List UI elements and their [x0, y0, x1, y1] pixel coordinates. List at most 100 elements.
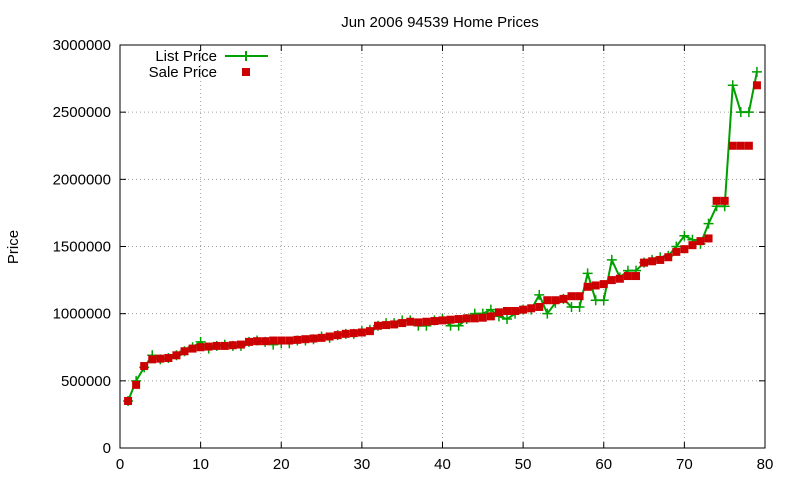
y-tick-label: 2000000: [53, 171, 111, 188]
data-point-sale-price: [559, 294, 568, 303]
data-point-list-price: [703, 218, 714, 229]
data-point-list-price: [502, 314, 512, 325]
data-point-sale-price: [422, 317, 431, 326]
data-point-sale-price: [720, 196, 729, 205]
data-point-sale-price: [228, 341, 237, 350]
legend-label-list-price: List Price: [155, 48, 217, 65]
data-point-sale-price: [567, 292, 576, 301]
data-series: [123, 66, 762, 406]
data-point-sale-price: [672, 247, 681, 256]
data-point-sale-price: [494, 308, 503, 317]
data-point-sale-price: [277, 336, 286, 345]
data-point-sale-price: [124, 396, 133, 405]
data-point-sale-price: [156, 354, 165, 363]
data-point-sale-price: [245, 337, 253, 346]
data-point-list-price: [574, 301, 585, 312]
data-point-list-price: [606, 254, 617, 265]
data-point-sale-price: [470, 314, 479, 323]
data-point-sale-price: [575, 292, 584, 301]
y-tick-label: 1500000: [53, 239, 111, 256]
data-point-list-price: [542, 308, 553, 319]
grid-lines: [120, 45, 765, 448]
data-point-list-price: [727, 80, 738, 91]
y-tick-label: 2500000: [53, 104, 111, 121]
legend-marker-sale-price: [242, 68, 250, 76]
data-point-sale-price: [164, 353, 173, 362]
data-point-sale-price: [728, 141, 737, 150]
data-point-sale-price: [349, 329, 358, 338]
chart-title: Jun 2006 94539 Home Prices: [341, 14, 539, 31]
data-point-sale-price: [196, 343, 205, 352]
axes: [119, 44, 766, 449]
x-tick-label: 40: [434, 456, 451, 473]
y-tick-label: 0: [103, 440, 111, 457]
data-point-sale-price: [462, 314, 471, 323]
data-point-sale-price: [656, 255, 665, 264]
data-point-sale-price: [648, 257, 657, 266]
data-point-sale-price: [309, 334, 318, 343]
data-point-sale-price: [486, 312, 495, 321]
data-point-sale-price: [253, 337, 262, 346]
x-tick-label: 0: [116, 456, 124, 473]
data-point-sale-price: [140, 362, 149, 371]
legend-marker-list-price: [241, 51, 251, 61]
data-point-sale-price: [365, 327, 374, 336]
data-point-sale-price: [438, 316, 447, 325]
data-point-list-price: [582, 268, 593, 279]
data-point-sale-price: [204, 342, 213, 351]
data-point-sale-price: [583, 282, 592, 291]
data-point-list-price: [751, 66, 762, 77]
data-point-sale-price: [688, 241, 697, 250]
data-point-sale-price: [293, 335, 302, 344]
data-point-sale-price: [398, 319, 407, 328]
data-point-sale-price: [744, 141, 753, 150]
data-point-sale-price: [664, 253, 673, 262]
data-point-sale-price: [357, 328, 366, 337]
data-point-sale-price: [220, 341, 229, 350]
data-point-sale-price: [317, 333, 326, 342]
data-point-list-price: [598, 295, 609, 306]
data-point-sale-price: [551, 296, 560, 305]
data-point-list-price: [743, 107, 754, 118]
data-point-sale-price: [543, 296, 552, 305]
legend-label-sale-price: Sale Price: [149, 64, 217, 81]
x-tick-label: 10: [192, 456, 209, 473]
data-point-sale-price: [188, 344, 197, 353]
x-tick-label: 30: [354, 456, 371, 473]
data-point-sale-price: [382, 321, 391, 330]
tick-labels: 0 10 20 30 40 50 60 70 80 0 500000 1000000 1500000 20…: [53, 37, 774, 473]
data-point-sale-price: [325, 332, 334, 341]
data-point-sale-price: [390, 320, 399, 329]
data-point-sale-price: [478, 313, 487, 322]
data-point-sale-price: [752, 81, 761, 90]
data-point-sale-price: [261, 337, 270, 346]
data-point-sale-price: [172, 351, 181, 360]
data-point-sale-price: [591, 281, 600, 290]
x-tick-label: 80: [757, 456, 774, 473]
data-point-sale-price: [414, 318, 423, 327]
data-point-sale-price: [236, 340, 245, 349]
y-tick-label: 1000000: [53, 306, 111, 323]
data-point-sale-price: [712, 196, 721, 205]
data-point-sale-price: [640, 258, 649, 267]
series-sale-price: [124, 81, 761, 405]
data-point-sale-price: [607, 276, 616, 285]
data-point-sale-price: [535, 302, 544, 311]
data-point-sale-price: [341, 329, 350, 338]
data-point-sale-price: [680, 245, 689, 254]
data-point-sale-price: [148, 355, 157, 364]
data-point-sale-price: [632, 272, 640, 281]
data-point-sale-price: [519, 305, 528, 314]
data-point-sale-price: [132, 380, 141, 389]
data-point-sale-price: [736, 141, 745, 150]
data-point-sale-price: [503, 306, 511, 315]
data-point-sale-price: [430, 317, 439, 326]
x-tick-label: 70: [676, 456, 693, 473]
data-point-sale-price: [301, 335, 310, 344]
data-point-sale-price: [527, 304, 536, 313]
data-point-list-price: [534, 289, 545, 300]
x-tick-label: 50: [515, 456, 532, 473]
data-point-sale-price: [406, 317, 415, 326]
